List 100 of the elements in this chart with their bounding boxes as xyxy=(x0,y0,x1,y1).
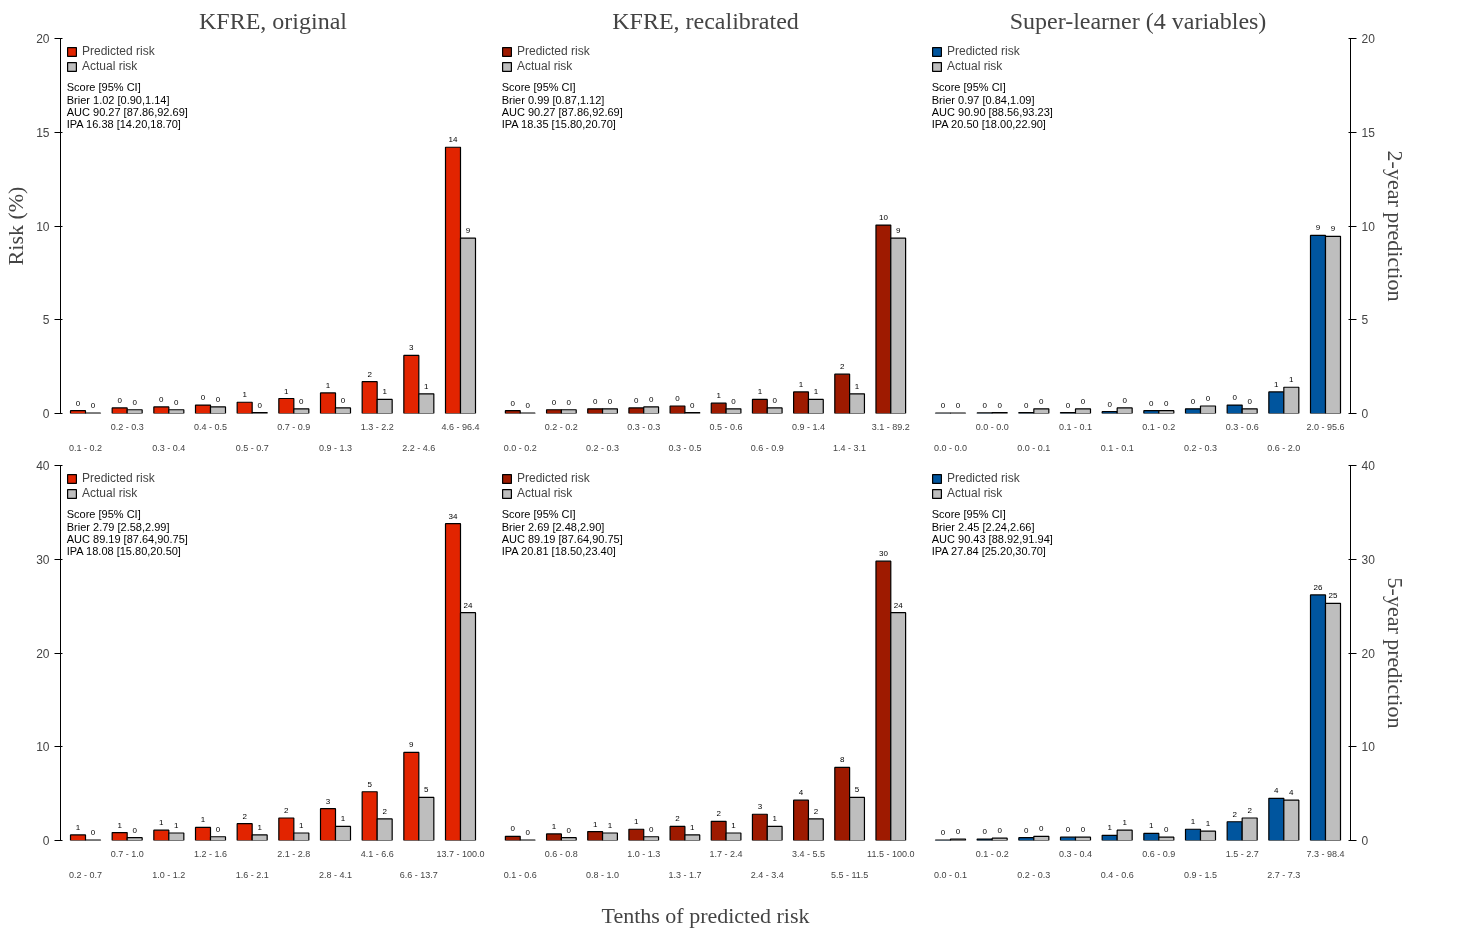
data-label: 0 xyxy=(215,394,221,404)
data-label: 8 xyxy=(839,755,845,765)
data-label: 0 xyxy=(299,396,305,406)
x-tick-label: 1.7 - 2.4 xyxy=(709,848,743,859)
data-label: 2 xyxy=(284,806,290,815)
x-tick-label: 0.1 - 0.2 xyxy=(1142,421,1176,432)
data-label: 1 xyxy=(798,379,804,389)
data-label: 9 xyxy=(1330,224,1336,234)
data-label: 1 xyxy=(772,814,778,824)
data-label: 1 xyxy=(382,387,388,397)
legend-label: Actual risk xyxy=(82,59,138,73)
y-tick-label: 15 xyxy=(36,125,50,140)
y-tick-label: 0 xyxy=(42,407,50,421)
data-label: 1 xyxy=(716,391,722,401)
data-label: 1 xyxy=(813,387,819,397)
data-label: 2 xyxy=(367,369,373,379)
data-label: 1 xyxy=(159,818,165,828)
data-label: 4 xyxy=(1289,788,1295,798)
x-tick-label: 4.6 - 96.4 xyxy=(441,421,480,432)
y2-tick-label: 10 xyxy=(1361,219,1376,234)
data-label: 24 xyxy=(463,600,473,610)
annotation: Score [95% CI] xyxy=(931,81,1006,94)
x-tick-label: 13.7 - 100.0 xyxy=(436,848,485,859)
x-axis-title: Tenths of predicted risk xyxy=(601,902,810,928)
x-tick-label: 0.0 - 0.0 xyxy=(975,421,1009,432)
data-label: 26 xyxy=(1313,582,1323,592)
data-label: 1 xyxy=(1149,821,1155,831)
data-label: 1 xyxy=(1190,817,1196,827)
y-tick-label: 5 xyxy=(42,313,50,328)
x-tick-label: 0.1 - 0.1 xyxy=(1100,442,1134,453)
data-label: 1 xyxy=(1107,823,1113,833)
y2-tick-label: 0 xyxy=(1361,834,1369,848)
chart-title: KFRE, recalibrated xyxy=(612,7,799,34)
data-label: 3 xyxy=(325,796,331,806)
y2-tick-label: 10 xyxy=(1361,740,1376,755)
data-label: 1 xyxy=(117,820,123,830)
data-label: 30 xyxy=(878,549,889,559)
x-tick-label: 2.8 - 4.1 xyxy=(318,869,353,880)
x-tick-label: 0.0 - 0.1 xyxy=(933,869,968,880)
data-label: 0 xyxy=(159,394,165,404)
legend-label: Predicted risk xyxy=(517,44,590,58)
annotation: AUC 90.27 [87.86,92.69] xyxy=(66,106,188,118)
annotation: Score [95% CI] xyxy=(501,508,576,521)
data-label: 9 xyxy=(1315,223,1321,233)
annotation: AUC 90.43 [88.92,91.94] xyxy=(931,533,1053,545)
annotation: IPA 16.38 [14.20,18.70] xyxy=(66,118,181,131)
legend-label: Predicted risk xyxy=(517,471,590,485)
annotation: IPA 20.81 [18.50,23.40] xyxy=(501,545,616,558)
x-tick-label: 3.4 - 5.5 xyxy=(791,848,825,859)
x-tick-label: 0.9 - 1.4 xyxy=(791,421,825,432)
data-label: 0 xyxy=(955,401,961,411)
x-tick-label: 0.9 - 1.3 xyxy=(318,442,353,453)
x-tick-label: 0.0 - 0.2 xyxy=(503,442,537,453)
x-tick-label: 1.3 - 2.2 xyxy=(360,421,394,432)
x-tick-label: 0.3 - 0.4 xyxy=(1058,848,1093,859)
y-tick-label: 20 xyxy=(36,646,50,661)
data-label: 1 xyxy=(731,821,737,830)
x-tick-label: 0.1 - 0.2 xyxy=(975,848,1009,859)
data-label: 1 xyxy=(299,821,305,830)
x-tick-label: 0.6 - 0.9 xyxy=(1142,848,1176,859)
chart-title: KFRE, original xyxy=(199,7,348,34)
data-label: 0 xyxy=(174,397,180,407)
x-tick-label: 0.2 - 0.3 xyxy=(110,421,144,432)
y2-tick-label: 0 xyxy=(1361,407,1369,421)
annotation: IPA 18.08 [15.80,20.50] xyxy=(66,545,181,558)
y2-tick-label: 40 xyxy=(1361,459,1376,473)
y2-tick-label: 15 xyxy=(1361,125,1376,140)
data-label: 25 xyxy=(1328,591,1338,601)
data-label: 0 xyxy=(215,824,221,834)
data-label: 1 xyxy=(75,822,81,832)
annotation: Brier 2.45 [2.24,2.66] xyxy=(931,520,1035,533)
data-label: 24 xyxy=(893,600,904,610)
data-label: 1 xyxy=(690,822,696,832)
data-label: 0 xyxy=(997,400,1003,410)
data-label: 9 xyxy=(895,226,901,236)
data-label: 1 xyxy=(424,381,430,391)
y2-tick-label: 20 xyxy=(1361,32,1376,46)
data-label: 1 xyxy=(592,819,598,829)
annotation: IPA 18.35 [15.80,20.70] xyxy=(501,118,616,131)
x-tick-label: 0.0 - 0.0 xyxy=(933,442,968,453)
data-label: 0 xyxy=(1190,396,1196,406)
data-label: 9 xyxy=(409,740,415,750)
y-tick-label: 30 xyxy=(36,552,50,567)
data-label: 0 xyxy=(1247,396,1253,406)
data-label: 0 xyxy=(1065,825,1071,835)
x-tick-label: 0.3 - 0.4 xyxy=(152,442,186,453)
x-tick-label: 0.3 - 0.6 xyxy=(1225,421,1259,432)
data-label: 0 xyxy=(1107,399,1113,409)
x-tick-label: 2.7 - 7.3 xyxy=(1267,869,1301,880)
data-label: 1 xyxy=(1274,379,1280,389)
data-label: 0 xyxy=(132,397,138,407)
data-label: 0 xyxy=(1080,396,1086,406)
data-label: 2 xyxy=(1232,809,1238,819)
legend-label: Actual risk xyxy=(517,486,573,500)
data-label: 0 xyxy=(648,824,654,834)
data-label: 2 xyxy=(839,362,845,372)
y-tick-label: 10 xyxy=(36,740,50,755)
y-tick-label: 20 xyxy=(36,32,50,46)
data-label: 2 xyxy=(675,814,681,824)
data-label: 0 xyxy=(1024,825,1030,835)
